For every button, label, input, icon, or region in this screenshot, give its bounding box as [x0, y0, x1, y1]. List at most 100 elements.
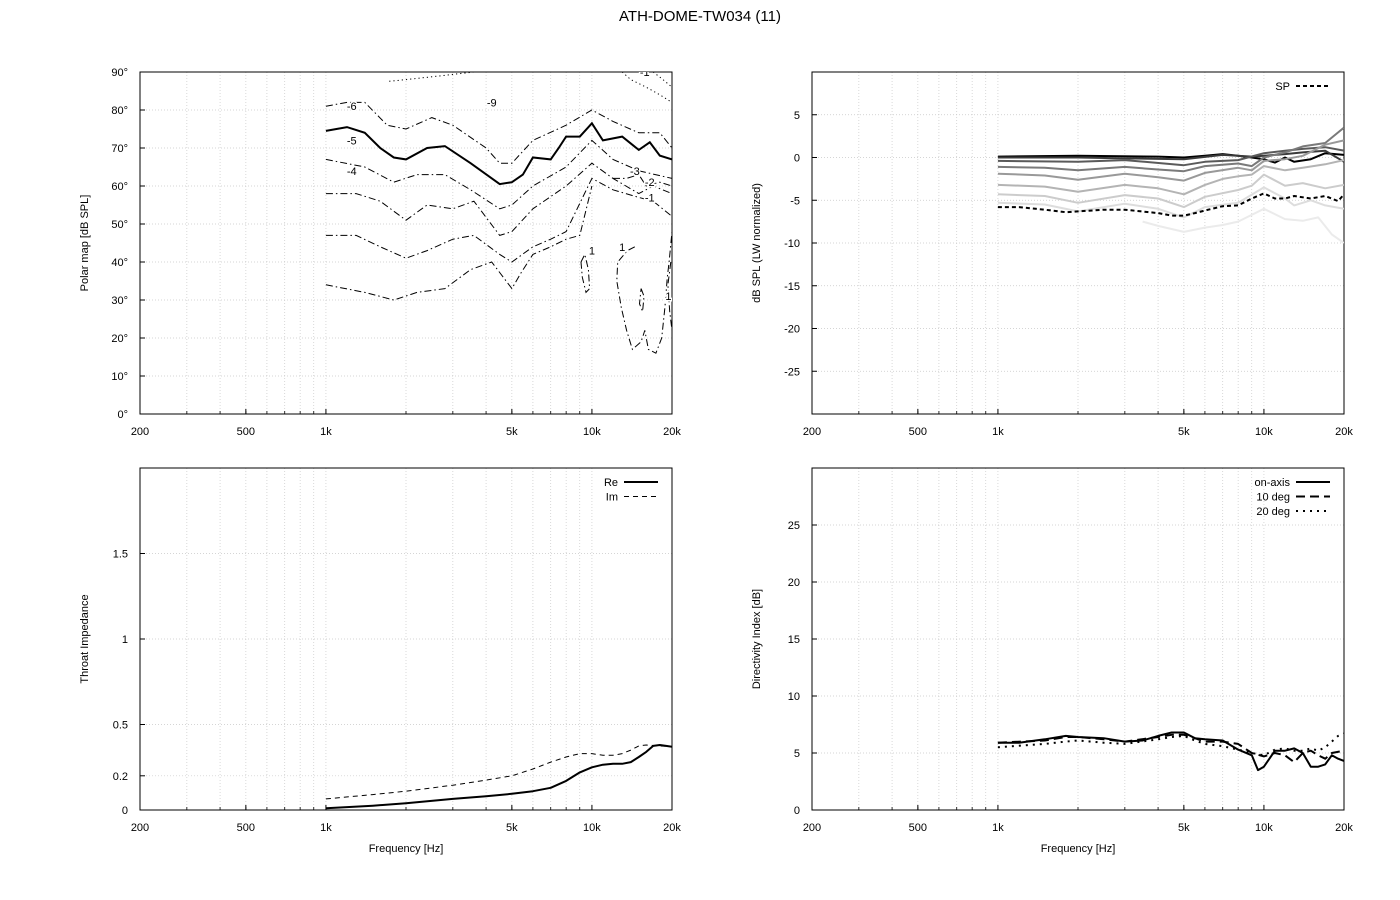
- x-tick-label: 20k: [1335, 426, 1353, 438]
- contour-label: 1: [619, 242, 625, 254]
- y-tick-label: -5: [790, 195, 800, 207]
- contour-line: [325, 101, 672, 164]
- y-tick-label: 70°: [111, 143, 128, 155]
- legend-label: 10 deg: [1256, 492, 1290, 504]
- x-tick-label: 5k: [506, 822, 518, 834]
- x-tick-label: 500: [237, 426, 255, 438]
- series-line: [997, 159, 1344, 196]
- y-tick-label: -10: [784, 238, 800, 250]
- y-tick-label: 1: [122, 634, 128, 646]
- contour-line: [325, 185, 593, 301]
- y-tick-label: 20°: [111, 333, 128, 345]
- series-line: [325, 744, 672, 800]
- x-tick-label: 1k: [320, 426, 332, 438]
- contour-label: -3: [630, 166, 640, 178]
- x-tick-label: 10k: [1255, 426, 1273, 438]
- series-line: [1142, 207, 1344, 244]
- y-tick-label: 1.5: [113, 549, 128, 561]
- x-tick-label: 10k: [583, 822, 601, 834]
- x-axis-label: Frequency [Hz]: [1041, 843, 1116, 855]
- contour-line: [325, 162, 672, 236]
- series-line: [997, 139, 1344, 182]
- x-tick-label: 20k: [1335, 822, 1353, 834]
- chart-impedance: 200 500 1k 5k 10k 20k 0 0.2 0.5 1 1.5 Throat Impeda…: [79, 467, 681, 855]
- legend-label: SP: [1275, 81, 1290, 93]
- x-tick-label: 10k: [1255, 822, 1273, 834]
- series-line: [997, 186, 1344, 219]
- series-line: [325, 744, 672, 810]
- y-tick-label: 5: [794, 748, 800, 760]
- y-tick-label: 20: [788, 577, 800, 589]
- legend-label: 20 deg: [1256, 506, 1290, 518]
- y-tick-label: 50°: [111, 219, 128, 231]
- contour-label: -2: [645, 177, 655, 189]
- y-tick-label: -15: [784, 281, 800, 293]
- y-tick-label: 90°: [111, 67, 128, 79]
- y-tick-label: 0.5: [113, 720, 128, 732]
- y-tick-label: 30°: [111, 295, 128, 307]
- x-tick-label: 10k: [583, 426, 601, 438]
- contour-label: -9: [487, 97, 497, 109]
- y-axis-label: Polar map [dB SPL]: [79, 195, 91, 292]
- x-tick-label: 200: [131, 426, 149, 438]
- y-axis-label: dB SPL (LW normalized): [751, 183, 763, 303]
- series-line: [997, 732, 1344, 757]
- series-line: [997, 173, 1344, 209]
- y-tick-label: 10: [788, 691, 800, 703]
- x-tick-label: 500: [909, 822, 927, 834]
- contour-line: [325, 177, 672, 263]
- x-tick-label: 1k: [992, 426, 1004, 438]
- x-tick-label: 200: [803, 426, 821, 438]
- x-tick-label: 500: [237, 822, 255, 834]
- y-tick-label: 60°: [111, 181, 128, 193]
- x-tick-label: 500: [909, 426, 927, 438]
- series-line: [997, 731, 1344, 772]
- y-tick-label: 10°: [111, 371, 128, 383]
- y-tick-label: 0: [794, 153, 800, 165]
- contour-label: -6: [347, 101, 357, 113]
- y-tick-label: 0: [122, 805, 128, 817]
- contour-label: -1: [640, 67, 650, 79]
- plot-area: [997, 126, 1344, 244]
- contour-line: [613, 174, 672, 187]
- x-tick-label: 20k: [663, 822, 681, 834]
- x-axis-label: Frequency [Hz]: [369, 843, 444, 855]
- x-tick-label: 1k: [320, 822, 332, 834]
- y-axis-label: Throat Impedance: [79, 594, 91, 683]
- plot-area: -9 -6 -5 -4 -3 -2 -1 1 1 1 -1: [325, 67, 672, 354]
- contour-line: [652, 72, 672, 88]
- legend-label: on-axis: [1255, 477, 1291, 489]
- y-tick-label: 25: [788, 520, 800, 532]
- y-tick-label: 0: [794, 805, 800, 817]
- y-tick-label: 0.2: [113, 771, 128, 783]
- x-tick-label: 20k: [663, 426, 681, 438]
- y-axis-label: Directivity Index [dB]: [751, 589, 763, 689]
- x-tick-label: 1k: [992, 822, 1004, 834]
- legend-label: Im: [606, 492, 618, 504]
- x-tick-label: 5k: [506, 426, 518, 438]
- legend-label: Re: [604, 477, 618, 489]
- figure-title: ATH-DOME-TW034 (11): [619, 8, 781, 25]
- x-tick-label: 5k: [1178, 426, 1190, 438]
- contour-line: [580, 252, 591, 294]
- y-tick-label: 5: [794, 110, 800, 122]
- series-line: [997, 146, 1344, 167]
- contour-label: -1: [645, 192, 655, 204]
- contour-label: -5: [347, 135, 357, 147]
- chart-spl: 200 500 1k 5k 10k 20k 5 0 -5 -10 -15 -20 -25 dB SPL (…: [751, 71, 1353, 438]
- contour-line: [325, 139, 672, 210]
- x-tick-label: 5k: [1178, 822, 1190, 834]
- chart-di: 200 500 1k 5k 10k 20k 0 5 10 15 20 25 Directivity In…: [751, 467, 1353, 855]
- chart-polar: 200 500 1k 5k 10k 20k 0° 10° 20° 30° 40° 50° 60° 70° 8…: [79, 67, 681, 438]
- series-line: [997, 733, 1344, 764]
- contour-line: [638, 288, 645, 312]
- y-tick-label: 15: [788, 634, 800, 646]
- contour-line: [616, 231, 672, 354]
- y-tick-label: -20: [784, 324, 800, 336]
- series-line: [997, 126, 1344, 173]
- contour-label: 1: [665, 291, 671, 303]
- y-tick-label: 0°: [117, 409, 128, 421]
- contour-line: [667, 261, 672, 331]
